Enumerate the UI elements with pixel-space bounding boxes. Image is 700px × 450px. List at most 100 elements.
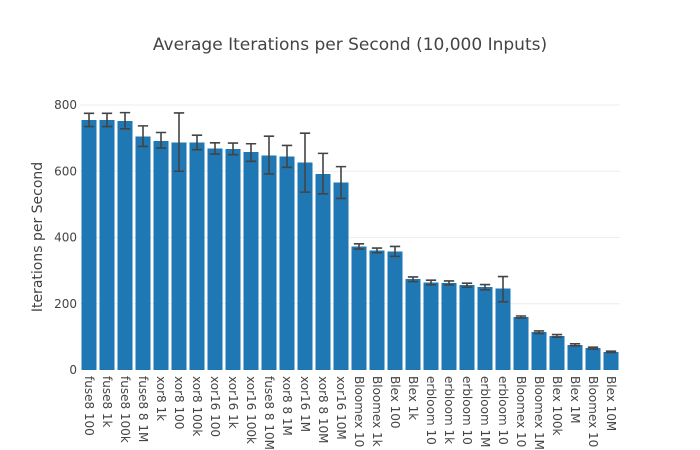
x-tick-label: Blex 1M <box>568 376 582 424</box>
bar <box>585 348 601 370</box>
error-bar <box>533 330 545 335</box>
error-bars <box>83 111 617 354</box>
y-tick-label: 800 <box>54 98 77 112</box>
error-bar <box>479 283 491 291</box>
error-bar <box>425 279 437 286</box>
x-tick-label: erbloom 10 <box>424 376 438 445</box>
bar <box>333 182 349 370</box>
bar <box>171 142 187 370</box>
bar <box>549 335 565 370</box>
error-bar <box>353 242 365 250</box>
x-tick-label: xor8 100k <box>190 376 204 436</box>
bar <box>243 152 259 370</box>
x-tick-label: Bloomex 10 <box>352 376 366 447</box>
bars <box>81 119 619 371</box>
x-tick-label: xor16 100k <box>244 376 258 444</box>
x-tick-label: Blex 100 <box>388 376 402 429</box>
x-tick-label: Bloomex 10 <box>586 376 600 447</box>
error-bar <box>407 276 419 283</box>
error-bar <box>461 282 473 288</box>
error-bar <box>83 112 95 128</box>
error-bar <box>101 112 113 128</box>
bar <box>531 332 547 370</box>
error-bar <box>515 315 527 319</box>
x-tick-label: Blex 100k <box>550 376 564 436</box>
x-tick-label: Bloomex 1k <box>370 376 384 447</box>
error-bar <box>389 245 401 258</box>
bar <box>603 351 619 370</box>
y-tick-label: 0 <box>69 363 77 377</box>
bar <box>351 246 367 370</box>
bar <box>225 149 241 370</box>
bar <box>369 250 385 370</box>
bar <box>495 288 511 370</box>
x-tick-label: Bloomex 10 <box>514 376 528 447</box>
x-tick-label: erbloom 1M <box>478 376 492 447</box>
error-bar <box>299 132 311 193</box>
bar <box>189 142 205 370</box>
error-bar <box>551 333 563 339</box>
error-bar <box>335 165 347 200</box>
x-tick-label: xor16 1k <box>226 376 240 429</box>
x-tick-label: Bloomex 1M <box>532 376 546 450</box>
x-tick-label: xor8 1k <box>154 376 168 421</box>
bar <box>297 162 313 370</box>
bar <box>81 119 97 370</box>
bar <box>135 136 151 370</box>
bar <box>315 173 331 370</box>
error-bar <box>497 275 509 303</box>
x-axis-ticks: fuse8 100 fuse8 1k fuse8 100k fuse8 8 1M xor… <box>82 376 618 450</box>
x-tick-label: xor16 100 <box>208 376 222 437</box>
y-axis-ticks: 0 200 400 600 800 <box>54 98 77 377</box>
x-tick-label: Blex 1k <box>406 376 420 420</box>
y-tick-label: 400 <box>54 231 77 245</box>
bar <box>477 287 493 370</box>
error-bar <box>587 346 599 350</box>
bar <box>441 282 457 370</box>
bar <box>117 120 133 371</box>
error-bar <box>605 350 617 354</box>
error-bar <box>263 135 275 175</box>
bar <box>261 155 277 370</box>
x-tick-label: erbloom 1k <box>442 376 456 444</box>
bar <box>279 156 295 370</box>
bar <box>387 251 403 370</box>
x-tick-label: fuse8 100 <box>82 376 96 436</box>
x-tick-label: xor8 8 1M <box>280 376 294 436</box>
bar <box>153 140 169 370</box>
gridlines <box>80 104 620 305</box>
chart-title: Average Iterations per Second (10,000 In… <box>153 35 547 55</box>
y-tick-label: 200 <box>54 297 77 311</box>
x-tick-label: Blex 10M <box>604 376 618 431</box>
bar <box>423 282 439 370</box>
y-tick-label: 600 <box>54 164 77 178</box>
error-bar <box>209 141 221 155</box>
x-tick-label: erbloom 10 <box>496 376 510 445</box>
x-tick-label: fuse8 8 1M <box>136 376 150 442</box>
bar <box>99 119 115 370</box>
error-bar <box>173 112 185 173</box>
bar <box>459 285 475 370</box>
error-bar <box>137 125 149 148</box>
error-bar <box>119 111 131 130</box>
error-bar <box>281 144 293 169</box>
x-tick-label: xor8 8 10M <box>316 376 330 444</box>
y-axis-title: Iterations per Second <box>30 162 46 312</box>
error-bar <box>569 343 581 347</box>
bar <box>567 344 583 370</box>
x-tick-label: fuse8 1k <box>100 376 114 428</box>
error-bar <box>155 131 167 149</box>
x-tick-label: xor16 10M <box>334 376 348 440</box>
error-bar <box>245 142 257 163</box>
error-bar <box>443 280 455 286</box>
x-tick-label: fuse8 8 10M <box>262 376 276 450</box>
bar <box>405 279 421 370</box>
error-bar <box>191 134 203 151</box>
x-tick-label: xor8 100 <box>172 376 186 429</box>
x-tick-label: fuse8 100k <box>118 376 132 443</box>
bar <box>513 317 529 370</box>
bar <box>207 148 223 370</box>
error-bar <box>371 247 383 254</box>
